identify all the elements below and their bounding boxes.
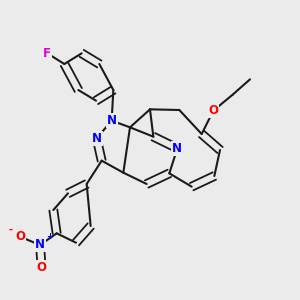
Text: N: N bbox=[92, 132, 102, 145]
Text: -: - bbox=[9, 225, 13, 235]
Text: O: O bbox=[37, 261, 47, 274]
Text: N: N bbox=[172, 142, 182, 155]
Text: F: F bbox=[43, 47, 51, 60]
Text: N: N bbox=[35, 238, 45, 251]
Text: +: + bbox=[46, 232, 53, 241]
Text: O: O bbox=[15, 230, 25, 243]
Text: N: N bbox=[107, 114, 117, 127]
Text: O: O bbox=[208, 104, 218, 117]
